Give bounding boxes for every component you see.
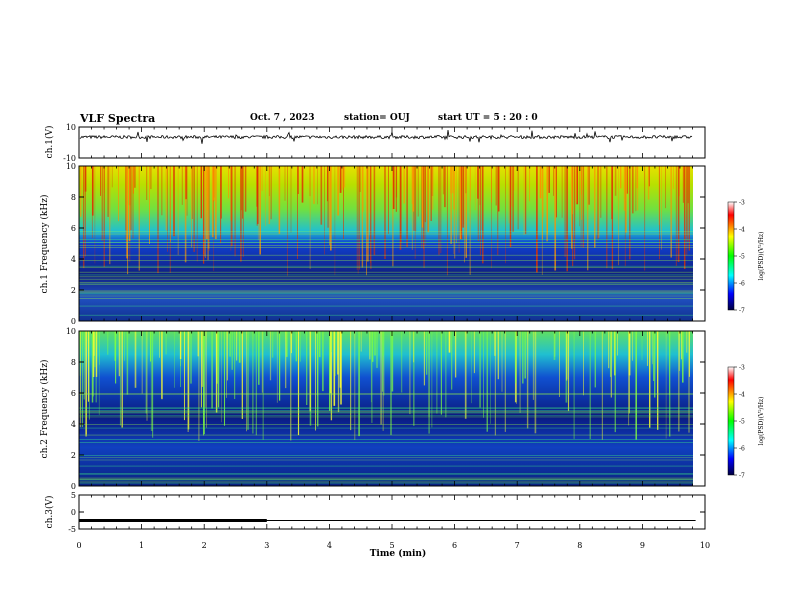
colorbar-tick-label: -5 [739,419,745,426]
ch2-spec-ylabel: ch.2 Frequency (kHz) [39,360,50,459]
date-label: Oct. 7 , 2023 [250,113,315,123]
y-tick-label: 10 [66,327,76,336]
ch3-ylabel: ch.3(V) [44,496,55,529]
x-tick-label: 10 [700,541,710,550]
x-tick-label: 4 [327,541,332,550]
chart-title: VLF Spectra [80,112,156,125]
x-tick-label: 2 [202,541,207,550]
colorbar-tick-label: -6 [739,281,745,288]
y-tick-label: 0 [71,508,76,517]
colorbar-ch2-label: log(PSD)(V²/Hz) [758,397,765,446]
station-label: station= OUJ [344,113,410,123]
colorbar-tick-label: -3 [739,200,745,207]
ch3-waveform-panel [78,494,706,530]
x-tick-label: 6 [452,541,457,550]
colorbar-ch1: -3 -4 -5 -6 -7 log(PSD)(V²/Hz) [727,200,765,315]
ch1-spectrogram-panel [78,165,706,322]
y-tick-label: -10 [63,154,76,163]
x-tick-label: 7 [515,541,520,550]
colorbar-tick-label: -4 [739,392,745,399]
y-tick-label: 6 [71,389,76,398]
colorbar-ch2: -3 -4 -5 -6 -7 log(PSD)(V²/Hz) [727,365,765,480]
y-tick-label: 8 [71,358,76,367]
y-tick-label: 4 [71,420,76,429]
colorbar-tick-label: -6 [739,446,745,453]
x-tick-label: 0 [76,541,81,550]
y-tick-label: 2 [71,286,76,295]
y-tick-label: -5 [68,525,76,534]
y-tick-label: 10 [66,123,76,132]
ch2-spectrogram-panel [78,330,706,487]
y-tick-label: 5 [71,491,76,500]
x-tick-label: 3 [264,541,269,550]
y-tick-label: 0 [71,482,76,491]
colorbar-tick-label: -5 [739,254,745,261]
x-axis-label: Time (min) [370,548,427,559]
ch1-waveform-panel [78,126,706,159]
x-tick-label: 1 [139,541,144,550]
y-tick-label: 10 [66,162,76,171]
x-tick-label: 8 [577,541,582,550]
y-tick-label: 0 [71,317,76,326]
colorbar-tick-label: -4 [739,227,745,234]
start-time-label: start UT = 5 : 20 : 0 [438,113,538,123]
ch1-spec-ylabel: ch.1 Frequency (kHz) [39,195,50,294]
y-tick-label: 8 [71,193,76,202]
colorbar-tick-label: -7 [739,473,745,480]
colorbar-ch1-label: log(PSD)(V²/Hz) [758,232,765,281]
x-tick-label: 9 [640,541,645,550]
colorbar-tick-label: -7 [739,308,745,315]
y-tick-label: 4 [71,255,76,264]
colorbar-tick-label: -3 [739,365,745,372]
y-tick-label: 2 [71,451,76,460]
ch1-waveform-line [79,130,693,144]
y-tick-label: 6 [71,224,76,233]
ch1-ylabel: ch.1(V) [44,126,55,159]
x-tick-label: 5 [389,541,394,550]
